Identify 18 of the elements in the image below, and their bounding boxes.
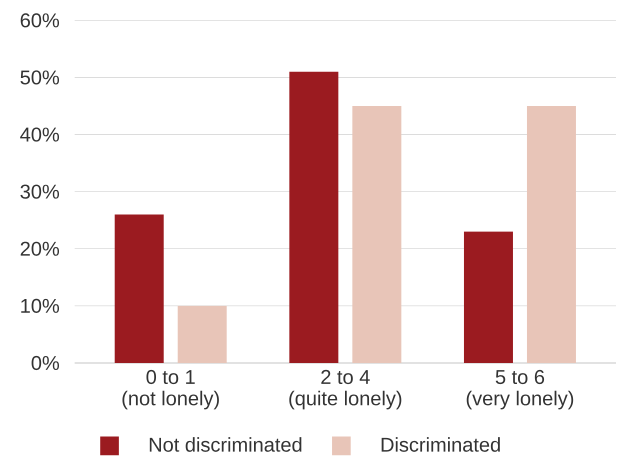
- y-tick-label: 60%: [20, 13, 60, 28]
- legend-label: Discriminated: [382, 437, 500, 452]
- x-tick-label: 0 to 1 (not lonely): [122, 370, 219, 410]
- bar: [352, 106, 402, 363]
- y-tick-label: 40%: [20, 127, 60, 142]
- y-tick-label: 10%: [21, 298, 60, 313]
- bar: [114, 214, 164, 363]
- x-tick-label: 5 to 6 (very lonely): [466, 370, 574, 410]
- y-tick-label: 0%: [32, 356, 60, 370]
- bar: [526, 106, 576, 363]
- bar: [289, 72, 338, 363]
- y-tick-label: 50%: [20, 70, 60, 85]
- legend-label: Not discriminated: [150, 437, 302, 452]
- bar: [178, 306, 227, 363]
- y-tick-label: 20%: [20, 242, 60, 256]
- x-tick-label: 2 to 4 (quite lonely): [289, 370, 402, 410]
- bar: [464, 232, 513, 363]
- y-tick-label: 30%: [20, 184, 60, 199]
